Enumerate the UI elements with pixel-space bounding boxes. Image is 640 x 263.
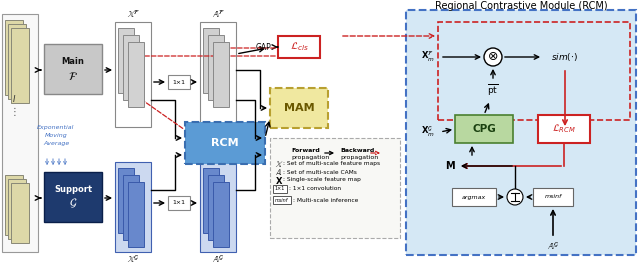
Text: GAP: GAP bbox=[256, 43, 272, 52]
Text: Moving: Moving bbox=[45, 134, 67, 139]
Text: RCM: RCM bbox=[211, 138, 239, 148]
Bar bbox=[128, 182, 144, 247]
Circle shape bbox=[484, 48, 502, 66]
Text: $sim(\cdot)$: $sim(\cdot)$ bbox=[552, 51, 579, 63]
Text: ⋮: ⋮ bbox=[9, 107, 19, 117]
Text: $\overline{\mathrm{pt}}$: $\overline{\mathrm{pt}}$ bbox=[488, 82, 499, 98]
Bar bbox=[270, 88, 328, 128]
Text: $\mathcal{G}$: $\mathcal{G}$ bbox=[68, 196, 77, 210]
Text: 1×1: 1×1 bbox=[173, 200, 186, 205]
Bar bbox=[438, 22, 630, 120]
Bar bbox=[213, 42, 229, 107]
Bar bbox=[185, 122, 265, 164]
Text: : Multi-scale inference: : Multi-scale inference bbox=[293, 198, 358, 203]
Bar bbox=[203, 28, 219, 93]
Text: Exponential: Exponential bbox=[37, 125, 75, 130]
Text: $\mathcal{L}_{RCM}$: $\mathcal{L}_{RCM}$ bbox=[552, 123, 576, 135]
Text: Forward: Forward bbox=[291, 148, 320, 153]
Bar bbox=[128, 42, 144, 107]
Bar bbox=[208, 35, 224, 100]
Text: $\mathbb{X}^\mathcal{F}$: $\mathbb{X}^\mathcal{F}$ bbox=[127, 8, 140, 20]
Bar bbox=[8, 179, 26, 239]
Bar bbox=[270, 138, 400, 238]
Bar bbox=[44, 172, 102, 222]
Text: $\otimes$: $\otimes$ bbox=[487, 50, 499, 63]
Bar bbox=[200, 22, 236, 127]
Bar bbox=[44, 44, 102, 94]
Text: $\mathcal{L}_{cls}$: $\mathcal{L}_{cls}$ bbox=[289, 41, 308, 53]
Text: $\mathbf{X}_m^\mathcal{G}$: $\mathbf{X}_m^\mathcal{G}$ bbox=[421, 125, 435, 139]
Bar bbox=[273, 185, 287, 193]
Bar bbox=[533, 188, 573, 206]
Text: Support: Support bbox=[54, 185, 92, 194]
Text: : 1×1 convolution: : 1×1 convolution bbox=[289, 186, 341, 191]
Text: I: I bbox=[13, 95, 15, 104]
Text: Backward: Backward bbox=[340, 148, 374, 153]
Text: argmax: argmax bbox=[462, 195, 486, 200]
Text: $\mathbf{X}_m^\mathcal{F}$: $\mathbf{X}_m^\mathcal{F}$ bbox=[421, 50, 435, 64]
Bar bbox=[115, 162, 151, 252]
Text: $\mathbb{A}$: $\mathbb{A}$ bbox=[275, 167, 282, 177]
Bar bbox=[208, 175, 224, 240]
Text: Average: Average bbox=[43, 140, 69, 145]
Text: CPG: CPG bbox=[472, 124, 496, 134]
Text: $\mathbb{A}^\mathcal{G}$: $\mathbb{A}^\mathcal{G}$ bbox=[212, 253, 224, 263]
Text: MAM: MAM bbox=[284, 103, 314, 113]
Text: $\mathcal{F}$: $\mathcal{F}$ bbox=[68, 70, 78, 82]
Bar bbox=[273, 196, 291, 204]
Bar bbox=[11, 28, 29, 103]
Text: M: M bbox=[445, 161, 455, 171]
Text: Regional Contrastive Module (RCM): Regional Contrastive Module (RCM) bbox=[435, 1, 607, 11]
Bar bbox=[452, 188, 496, 206]
Text: propagation: propagation bbox=[340, 154, 378, 159]
Bar bbox=[538, 115, 590, 143]
Bar bbox=[2, 14, 38, 252]
Text: $\mathbb{A}^\mathcal{G}$: $\mathbb{A}^\mathcal{G}$ bbox=[547, 240, 559, 252]
Bar bbox=[11, 183, 29, 243]
Bar bbox=[455, 115, 513, 143]
Bar bbox=[168, 196, 190, 210]
Text: propagation: propagation bbox=[291, 154, 329, 159]
Bar bbox=[118, 28, 134, 93]
Text: msinf: msinf bbox=[544, 195, 562, 200]
Text: Main: Main bbox=[61, 58, 84, 67]
Bar bbox=[406, 10, 636, 255]
Text: : Set of multi-scale CAMs: : Set of multi-scale CAMs bbox=[283, 169, 357, 174]
Text: $\mathbb{A}^\mathcal{F}$: $\mathbb{A}^\mathcal{F}$ bbox=[212, 8, 224, 20]
Bar bbox=[123, 175, 139, 240]
Bar bbox=[278, 36, 320, 58]
Bar bbox=[5, 20, 23, 95]
Text: : Single-scale feature map: : Single-scale feature map bbox=[283, 178, 361, 183]
Bar bbox=[200, 162, 236, 252]
Text: 1×1: 1×1 bbox=[173, 79, 186, 84]
Text: : Set of multi-scale feature maps: : Set of multi-scale feature maps bbox=[283, 161, 380, 166]
Text: $\mathbb{X}^\mathcal{G}$: $\mathbb{X}^\mathcal{G}$ bbox=[127, 253, 139, 263]
Bar bbox=[118, 168, 134, 233]
Text: msinf: msinf bbox=[275, 198, 289, 203]
Bar bbox=[168, 75, 190, 89]
Bar bbox=[115, 22, 151, 127]
Bar bbox=[123, 35, 139, 100]
Text: $\mathbf{X}$: $\mathbf{X}$ bbox=[275, 174, 284, 185]
Bar bbox=[5, 175, 23, 235]
Bar bbox=[8, 24, 26, 99]
Bar bbox=[213, 182, 229, 247]
Bar bbox=[203, 168, 219, 233]
Text: $\mathbb{X}$: $\mathbb{X}$ bbox=[275, 159, 284, 169]
Circle shape bbox=[507, 189, 523, 205]
Text: 1×1: 1×1 bbox=[275, 186, 285, 191]
